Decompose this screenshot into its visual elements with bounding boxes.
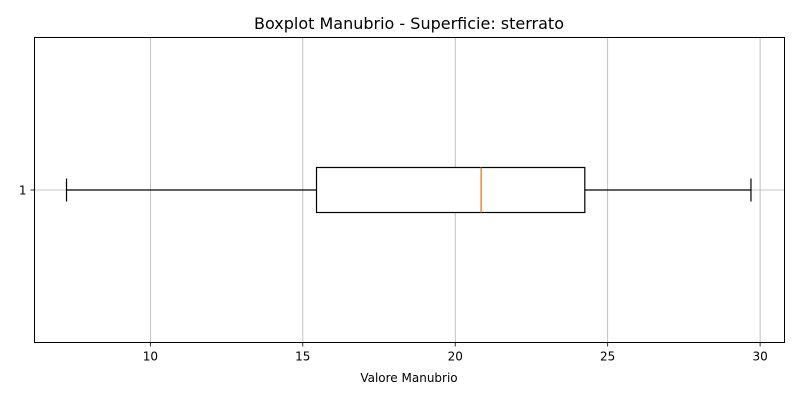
x-tick-label: 15	[295, 350, 310, 364]
y-tick-label: 1	[19, 184, 27, 198]
x-axis-label: Valore Manubrio	[360, 371, 457, 385]
x-tick-label: 10	[143, 350, 158, 364]
y-axis-ticks: 1	[19, 184, 35, 198]
x-tick-label: 30	[752, 350, 767, 364]
x-axis-ticks: 10 15 20 25 30	[143, 342, 768, 364]
chart-title: Boxplot Manubrio - Superficie: sterrato	[254, 14, 564, 33]
x-tick-label: 25	[600, 350, 615, 364]
iqr-box	[315, 166, 586, 214]
x-tick-label: 20	[448, 350, 463, 364]
boxplot-series	[65, 166, 752, 214]
